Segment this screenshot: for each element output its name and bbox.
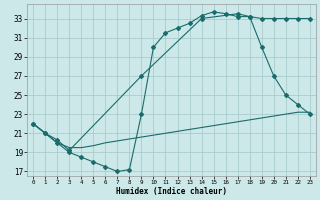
- X-axis label: Humidex (Indice chaleur): Humidex (Indice chaleur): [116, 187, 227, 196]
